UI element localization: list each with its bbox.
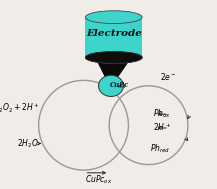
Ellipse shape [85, 52, 142, 63]
Text: CuPc: CuPc [110, 81, 129, 89]
Text: $\mathit{2e^-}$: $\mathit{2e^-}$ [160, 71, 177, 82]
Polygon shape [92, 53, 135, 83]
Text: $\mathit{Ph_{ox}}$: $\mathit{Ph_{ox}}$ [153, 107, 171, 120]
Ellipse shape [85, 11, 142, 24]
Ellipse shape [99, 75, 123, 96]
Ellipse shape [85, 52, 142, 63]
Text: $\mathit{Ph_{red}}$: $\mathit{Ph_{red}}$ [150, 143, 171, 155]
Text: Electrode: Electrode [86, 29, 142, 38]
Text: $\mathit{H_2O_2 + 2H^+}$: $\mathit{H_2O_2 + 2H^+}$ [0, 102, 39, 115]
FancyBboxPatch shape [85, 17, 142, 57]
Ellipse shape [85, 52, 142, 63]
Text: $\mathit{2H^+}$: $\mathit{2H^+}$ [153, 121, 171, 133]
Text: $\mathit{CuPc_{ox}}$: $\mathit{CuPc_{ox}}$ [85, 174, 113, 186]
Text: $\mathit{2H_2O}$: $\mathit{2H_2O}$ [17, 137, 39, 150]
Text: red: red [118, 84, 126, 89]
